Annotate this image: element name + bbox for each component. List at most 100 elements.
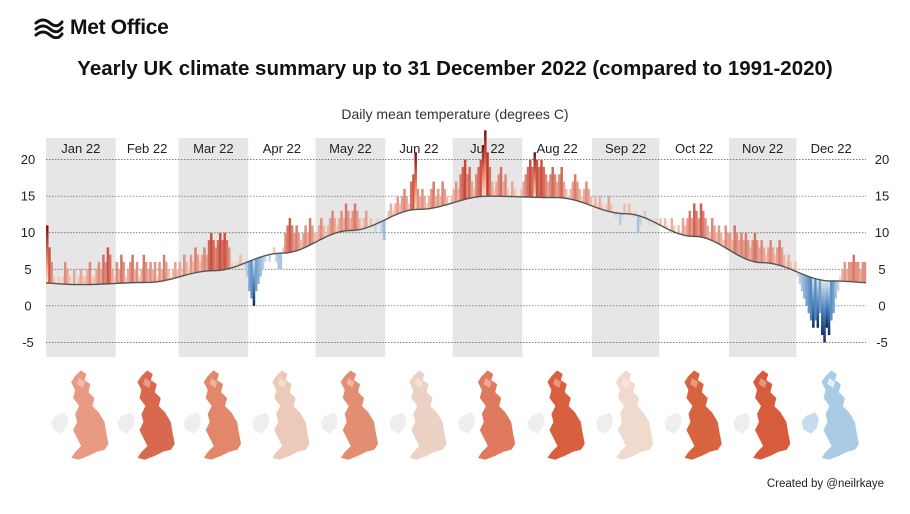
day-bar: [187, 269, 191, 275]
day-bar: [728, 232, 732, 251]
day-bar: [416, 188, 420, 210]
day-bar: [648, 219, 651, 226]
day-bar: [218, 232, 222, 271]
day-bar: [594, 196, 597, 208]
day-bar: [751, 240, 754, 262]
day-bar: [122, 261, 125, 284]
day-bar: [102, 254, 105, 285]
day-bar: [526, 166, 530, 198]
uk-anomaly-map: [183, 369, 242, 461]
day-bar: [227, 247, 231, 269]
day-bar: [434, 196, 438, 208]
day-bar: [443, 188, 447, 206]
day-bar: [356, 210, 359, 231]
day-bar: [697, 218, 701, 237]
day-bar: [643, 210, 647, 218]
day-bar: [780, 247, 784, 266]
day-bar: [737, 240, 741, 256]
day-bar: [201, 254, 204, 272]
day-bar: [210, 232, 213, 271]
day-bar: [463, 159, 467, 200]
day-bar: [272, 247, 276, 254]
day-bar: [259, 257, 262, 277]
day-bar: [684, 225, 687, 236]
day-bar: [589, 196, 593, 206]
day-bar: [805, 275, 808, 306]
day-bar: [322, 225, 325, 239]
y-tick-right: 20: [875, 152, 889, 167]
day-bar: [299, 240, 303, 250]
day-bar: [627, 203, 631, 214]
day-bar: [587, 188, 590, 205]
day-bar: [549, 174, 552, 198]
uk-anomaly-map: [457, 369, 516, 461]
month-band: [315, 138, 386, 357]
day-bar: [625, 210, 629, 214]
day-bar: [760, 240, 763, 263]
day-bar: [607, 196, 611, 212]
day-bar: [430, 188, 433, 209]
met-office-logo: Met Office: [34, 14, 169, 42]
day-bar: [803, 274, 806, 299]
day-bar: [614, 212, 617, 219]
day-bar: [205, 254, 209, 272]
day-bar: [169, 276, 173, 280]
day-bar: [677, 225, 680, 234]
day-bar: [414, 152, 417, 210]
day-bar: [632, 214, 635, 219]
day-bar: [160, 269, 164, 282]
y-tick-right: 15: [875, 189, 889, 204]
day-bar: [358, 218, 361, 230]
y-tick-left: 10: [21, 225, 35, 240]
day-bar: [320, 218, 323, 240]
day-bar: [859, 269, 862, 283]
day-bar: [477, 166, 480, 197]
day-bar: [713, 225, 716, 242]
day-bar: [329, 218, 332, 236]
day-bar: [394, 203, 397, 215]
day-bar: [275, 253, 278, 262]
day-bar: [535, 159, 539, 198]
day-bar: [183, 254, 186, 276]
day-bar: [773, 254, 777, 265]
day-bar: [789, 261, 793, 270]
day-bar: [769, 240, 772, 264]
day-bar: [823, 280, 826, 343]
day-bar: [365, 210, 368, 228]
day-bar: [167, 269, 170, 280]
day-bar: [576, 181, 579, 201]
day-bar: [596, 203, 599, 208]
day-bar: [663, 218, 667, 228]
day-bar: [785, 261, 788, 268]
day-bar: [252, 259, 256, 306]
day-bar: [466, 174, 469, 199]
day-bar: [569, 188, 572, 200]
day-bar: [843, 261, 847, 282]
y-tick-right: 5: [878, 262, 885, 277]
day-bar: [681, 218, 685, 235]
day-bar: [746, 240, 750, 260]
day-bar: [704, 218, 707, 239]
day-bar: [180, 269, 184, 277]
day-bar: [421, 188, 424, 210]
day-bar: [374, 224, 377, 233]
day-bar: [609, 203, 613, 212]
month-band: [46, 138, 116, 357]
day-bar: [506, 188, 510, 197]
day-bar: [335, 225, 339, 233]
day-bar: [567, 196, 570, 199]
chart-subtitle: Daily mean temperature (degrees C): [341, 106, 569, 122]
day-bar: [212, 240, 215, 271]
day-bar: [654, 218, 658, 224]
day-bar: [351, 210, 355, 231]
day-bar: [852, 254, 856, 282]
day-bar: [203, 247, 206, 272]
day-bar: [740, 232, 743, 257]
day-bar: [520, 188, 523, 197]
day-bar: [234, 261, 238, 267]
day-bar: [573, 174, 577, 201]
uk-anomaly-map: [800, 369, 860, 461]
day-bar: [425, 203, 429, 209]
day-bar: [816, 279, 820, 328]
day-bar: [717, 225, 721, 244]
